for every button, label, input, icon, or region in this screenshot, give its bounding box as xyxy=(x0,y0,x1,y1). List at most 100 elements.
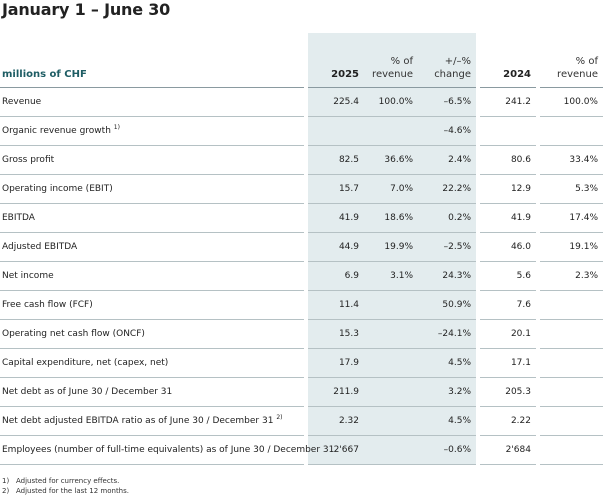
page-title: January 1 – June 30 xyxy=(2,0,171,19)
footnote-1-text: Adjusted for currency effects. xyxy=(16,477,120,485)
table-header-row: millions of CHF 2025 % of revenue +/–% c… xyxy=(0,33,603,88)
header-pct-revenue-2024: % of revenue xyxy=(536,33,603,88)
cell-pct-revenue-2025 xyxy=(364,348,418,378)
row-label-text: Revenue xyxy=(2,97,42,107)
cell-pct-revenue-2025 xyxy=(364,290,418,320)
row-label-text: Employees (number of full-time equivalen… xyxy=(2,445,335,455)
table-row: Gross profit 82.5 36.6% 2.4% 80.6 33.4% xyxy=(0,145,603,175)
header-change-line1: +/–% xyxy=(444,56,471,67)
footnote-1-number: 1) xyxy=(2,477,10,485)
table-row: Operating net cash flow (ONCF) 15.3 –24.1%… xyxy=(0,319,603,349)
row-label-text: Net debt as of June 30 / December 31 xyxy=(2,387,173,397)
cell-pct-revenue-2024 xyxy=(536,348,603,378)
cell-change: –24.1% xyxy=(418,319,478,349)
cell-2024: 7.6 xyxy=(476,290,538,320)
cell-change: –6.5% xyxy=(418,87,478,117)
table-row: Operating income (EBIT) 15.7 7.0% 22.2% 12.9… xyxy=(0,174,603,204)
cell-2024: 241.2 xyxy=(476,87,538,117)
footnote-reference: 1) xyxy=(113,124,120,131)
row-label: Net debt adjusted EBITDA ratio as of Jun… xyxy=(0,406,306,436)
table-row: Employees (number of full-time equivalen… xyxy=(0,435,603,465)
cell-2025: 211.9 xyxy=(304,377,364,407)
cell-pct-revenue-2025 xyxy=(364,406,418,436)
cell-2024: 12.9 xyxy=(476,174,538,204)
row-label: EBITDA xyxy=(0,203,306,233)
header-pct-revenue-2025: % of revenue xyxy=(364,33,418,88)
cell-pct-revenue-2024: 17.4% xyxy=(536,203,603,233)
cell-pct-revenue-2024: 100.0% xyxy=(536,87,603,117)
header-pct-line2: revenue xyxy=(372,69,413,80)
footnote-1: 1) Adjusted for currency effects. xyxy=(2,476,129,486)
cell-pct-revenue-2024 xyxy=(536,290,603,320)
cell-2024: 17.1 xyxy=(476,348,538,378)
table-row: Capital expenditure, net (capex, net) 17.… xyxy=(0,348,603,378)
cell-2024: 2.22 xyxy=(476,406,538,436)
row-label-text: Gross profit xyxy=(2,155,55,165)
footnote-2-text: Adjusted for the last 12 months. xyxy=(16,487,129,495)
cell-2024: 2'684 xyxy=(476,435,538,465)
table-row: Net debt as of June 30 / December 31 211.… xyxy=(0,377,603,407)
row-label: Net debt as of June 30 / December 31 xyxy=(0,377,306,407)
header-year-2025: 2025 xyxy=(304,33,364,88)
cell-pct-revenue-2025: 100.0% xyxy=(364,87,418,117)
row-label-text: Operating net cash flow (ONCF) xyxy=(2,329,145,339)
table-row: Revenue 225.4 100.0% –6.5% 241.2 100.0% xyxy=(0,87,603,117)
cell-2024: 5.6 xyxy=(476,261,538,291)
cell-change: 4.5% xyxy=(418,406,478,436)
row-label: Operating net cash flow (ONCF) xyxy=(0,319,306,349)
cell-pct-revenue-2024: 5.3% xyxy=(536,174,603,204)
cell-change: 50.9% xyxy=(418,290,478,320)
row-label-text: EBITDA xyxy=(2,213,35,223)
financial-summary-table: millions of CHF 2025 % of revenue +/–% c… xyxy=(0,33,603,465)
table-row: Net income 6.9 3.1% 24.3% 5.6 2.3% xyxy=(0,261,603,291)
row-label-text: Net debt adjusted EBITDA ratio as of Jun… xyxy=(2,416,274,426)
cell-2025: 2'667 xyxy=(304,435,364,465)
cell-pct-revenue-2025 xyxy=(364,435,418,465)
cell-change: –2.5% xyxy=(418,232,478,262)
cell-pct-revenue-2024 xyxy=(536,319,603,349)
cell-pct-revenue-2025: 7.0% xyxy=(364,174,418,204)
row-label: Adjusted EBITDA xyxy=(0,232,306,262)
cell-pct-revenue-2025 xyxy=(364,116,418,146)
cell-2025: 41.9 xyxy=(304,203,364,233)
row-label-text: Operating income (EBIT) xyxy=(2,184,113,194)
table-row: Adjusted EBITDA 44.9 19.9% –2.5% 46.0 19.1% xyxy=(0,232,603,262)
cell-2024: 46.0 xyxy=(476,232,538,262)
header-pct24-line2: revenue xyxy=(557,69,598,80)
footnote-2-number: 2) xyxy=(2,487,10,495)
cell-2024: 41.9 xyxy=(476,203,538,233)
cell-pct-revenue-2025 xyxy=(364,377,418,407)
header-pct-line1: % of xyxy=(390,56,413,67)
table-row: EBITDA 41.9 18.6% 0.2% 41.9 17.4% xyxy=(0,203,603,233)
cell-pct-revenue-2025 xyxy=(364,319,418,349)
cell-pct-revenue-2024 xyxy=(536,435,603,465)
row-label: Net income xyxy=(0,261,306,291)
footnote-reference: 2) xyxy=(276,414,283,421)
cell-2024: 20.1 xyxy=(476,319,538,349)
footnotes: 1) Adjusted for currency effects. 2) Adjus… xyxy=(2,476,129,496)
header-change-line2: change xyxy=(434,69,471,80)
cell-2025: 2.32 xyxy=(304,406,364,436)
cell-2024: 80.6 xyxy=(476,145,538,175)
cell-change: 2.4% xyxy=(418,145,478,175)
table-row: Net debt adjusted EBITDA ratio as of Jun… xyxy=(0,406,603,436)
cell-pct-revenue-2024 xyxy=(536,116,603,146)
header-change: +/–% change xyxy=(418,33,478,88)
cell-2025: 44.9 xyxy=(304,232,364,262)
cell-pct-revenue-2024: 19.1% xyxy=(536,232,603,262)
row-label: Gross profit xyxy=(0,145,306,175)
cell-2025: 11.4 xyxy=(304,290,364,320)
cell-change: 3.2% xyxy=(418,377,478,407)
cell-change: 4.5% xyxy=(418,348,478,378)
footnote-2: 2) Adjusted for the last 12 months. xyxy=(2,486,129,496)
cell-2025: 6.9 xyxy=(304,261,364,291)
row-label-text: Net income xyxy=(2,271,54,281)
cell-2025: 82.5 xyxy=(304,145,364,175)
cell-change: 24.3% xyxy=(418,261,478,291)
row-label-text: Adjusted EBITDA xyxy=(2,242,78,252)
cell-2025: 15.3 xyxy=(304,319,364,349)
cell-pct-revenue-2024 xyxy=(536,406,603,436)
row-label-text: Capital expenditure, net (capex, net) xyxy=(2,358,169,368)
table-row: Organic revenue growth 1) –4.6% xyxy=(0,116,603,146)
